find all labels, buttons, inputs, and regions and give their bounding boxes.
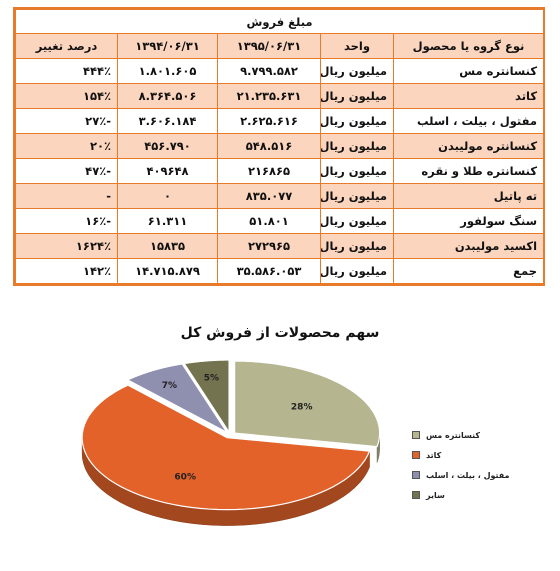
pie-slice bbox=[81, 384, 371, 511]
legend-label: کنسانتره مس bbox=[426, 430, 481, 440]
cell-percent-change: ۴۴۴٪ bbox=[14, 58, 119, 84]
cell-value-1395: ۵۴۸.۵۱۶ bbox=[217, 133, 322, 159]
cell-product-name: کاتد bbox=[393, 83, 545, 109]
cell-unit: میلیون ریال bbox=[320, 183, 395, 209]
header-1395: ۱۳۹۵/۰۶/۳۱ bbox=[217, 33, 322, 59]
legend-swatch bbox=[412, 451, 420, 459]
cell-unit: میلیون ریال bbox=[320, 83, 395, 109]
cell-unit: میلیون ریال bbox=[320, 108, 395, 134]
cell-value-1394: ۱.۸۰۱.۶۰۵ bbox=[117, 58, 219, 84]
pie-slice-label: 5% bbox=[204, 374, 219, 384]
cell-percent-change: -۲۷٪ bbox=[14, 108, 119, 134]
cell-product-name: ته پاتیل bbox=[393, 183, 545, 209]
legend-item: سایر bbox=[412, 485, 552, 505]
cell-unit: میلیون ریال bbox=[320, 133, 395, 159]
cell-product-name: مفتول ، بیلت ، اسلب bbox=[393, 108, 545, 134]
cell-value-1394: ۱۴.۷۱۵.۸۷۹ bbox=[117, 258, 219, 284]
table-row: کاتد میلیون ریال ۲۱.۲۳۵.۶۳۱ ۸.۳۶۴.۵۰۶ ۱۵۴٪ bbox=[14, 83, 545, 109]
table-row: اکسید مولیبدن میلیون ریال ۲۷۲۹۶۵ ۱۵۸۳۵ ۱۶۲۴٪ bbox=[14, 233, 545, 259]
header-product: نوع گروه یا محصول bbox=[393, 33, 545, 59]
cell-value-1394: ۱۵۸۳۵ bbox=[117, 233, 219, 259]
cell-value-1395: ۲۱۶۸۶۵ bbox=[217, 158, 322, 184]
cell-value-1394: ۳.۶۰۶.۱۸۴ bbox=[117, 108, 219, 134]
table-row: کنسانتره طلا و نقره میلیون ریال ۲۱۶۸۶۵ ۴۰۹۶… bbox=[14, 158, 545, 184]
table-row: مفتول ، بیلت ، اسلب میلیون ریال ۲.۶۲۵.۶۱۶ ۳… bbox=[14, 108, 545, 134]
cell-value-1394: ۶۱.۳۱۱ bbox=[117, 208, 219, 234]
sales-table-container: مبلغ فروش نوع گروه یا محصول واحد ۱۳۹۵/۰۶… bbox=[13, 7, 545, 286]
header-1394: ۱۳۹۴/۰۶/۳۱ bbox=[117, 33, 219, 59]
table-row: جمع میلیون ریال ۳۵.۵۸۶.۰۵۳ ۱۴.۷۱۵.۸۷۹ ۱۴۲٪ bbox=[14, 258, 545, 284]
pie-slice bbox=[183, 359, 230, 435]
pie-slice-label: 28% bbox=[291, 403, 313, 413]
sales-table: مبلغ فروش نوع گروه یا محصول واحد ۱۳۹۵/۰۶… bbox=[14, 9, 545, 284]
cell-value-1395: ۳۵.۵۸۶.۰۵۳ bbox=[217, 258, 322, 284]
pie-slice bbox=[234, 360, 381, 448]
cell-unit: میلیون ریال bbox=[320, 258, 395, 284]
cell-percent-change: -۴۷٪ bbox=[14, 158, 119, 184]
legend-item: کنسانتره مس bbox=[412, 425, 552, 445]
legend-swatch bbox=[412, 431, 420, 439]
header-change: درصد تغییر bbox=[14, 33, 119, 59]
table-header-row: نوع گروه یا محصول واحد ۱۳۹۵/۰۶/۳۱ ۱۳۹۴/۰… bbox=[14, 33, 545, 59]
cell-percent-change: ۱۴۲٪ bbox=[14, 258, 119, 284]
legend-label: مفتول ، بیلت ، اسلب bbox=[426, 470, 510, 480]
cell-value-1395: ۲۱.۲۳۵.۶۳۱ bbox=[217, 83, 322, 109]
cell-value-1395: ۵۱.۸۰۱ bbox=[217, 208, 322, 234]
cell-value-1395: ۲۷۲۹۶۵ bbox=[217, 233, 322, 259]
pie-slice bbox=[126, 363, 228, 433]
cell-unit: میلیون ریال bbox=[320, 158, 395, 184]
chart-title: سهم محصولات از فروش کل bbox=[180, 325, 380, 341]
cell-value-1394: ۴۰۹۶۴۸ bbox=[117, 158, 219, 184]
cell-percent-change: - bbox=[14, 183, 119, 209]
table-row: سنگ سولفور میلیون ریال ۵۱.۸۰۱ ۶۱.۳۱۱ -۱۶٪ bbox=[14, 208, 545, 234]
cell-value-1395: ۸۳۵.۰۷۷ bbox=[217, 183, 322, 209]
cell-percent-change: -۱۶٪ bbox=[14, 208, 119, 234]
cell-value-1395: ۹.۷۹۹.۵۸۲ bbox=[217, 58, 322, 84]
cell-product-name: کنسانتره مولیبدن bbox=[393, 133, 545, 159]
cell-unit: میلیون ریال bbox=[320, 208, 395, 234]
cell-percent-change: ۲۰٪ bbox=[14, 133, 119, 159]
cell-percent-change: ۱۵۴٪ bbox=[14, 83, 119, 109]
legend-item: کاتد bbox=[412, 445, 552, 465]
cell-product-name: کنسانتره طلا و نقره bbox=[393, 158, 545, 184]
chart-legend: کنسانتره مس کاتد مفتول ، بیلت ، اسلب سایر bbox=[412, 425, 552, 505]
cell-value-1394: ۰ bbox=[117, 183, 219, 209]
pie-slice-label: 60% bbox=[174, 473, 196, 483]
table-row: کنسانتره مولیبدن میلیون ریال ۵۴۸.۵۱۶ ۴۵۶.۷۹… bbox=[14, 133, 545, 159]
legend-label: سایر bbox=[426, 490, 445, 500]
legend-swatch bbox=[412, 491, 420, 499]
pie-slice-label: 7% bbox=[162, 381, 177, 391]
cell-value-1394: ۸.۳۶۴.۵۰۶ bbox=[117, 83, 219, 109]
cell-product-name: کنسانتره مس bbox=[393, 58, 545, 84]
legend-swatch bbox=[412, 471, 420, 479]
cell-product-name: جمع bbox=[393, 258, 545, 284]
cell-product-name: سنگ سولفور bbox=[393, 208, 545, 234]
table-row: ته پاتیل میلیون ریال ۸۳۵.۰۷۷ ۰- bbox=[14, 183, 545, 209]
table-row: کنسانتره مس میلیون ریال ۹.۷۹۹.۵۸۲ ۱.۸۰۱.۶۰۵… bbox=[14, 58, 545, 84]
cell-unit: میلیون ریال bbox=[320, 233, 395, 259]
cell-value-1394: ۴۵۶.۷۹۰ bbox=[117, 133, 219, 159]
legend-label: کاتد bbox=[426, 450, 442, 460]
header-unit: واحد bbox=[320, 33, 395, 59]
legend-item: مفتول ، بیلت ، اسلب bbox=[412, 465, 552, 485]
cell-value-1395: ۲.۶۲۵.۶۱۶ bbox=[217, 108, 322, 134]
